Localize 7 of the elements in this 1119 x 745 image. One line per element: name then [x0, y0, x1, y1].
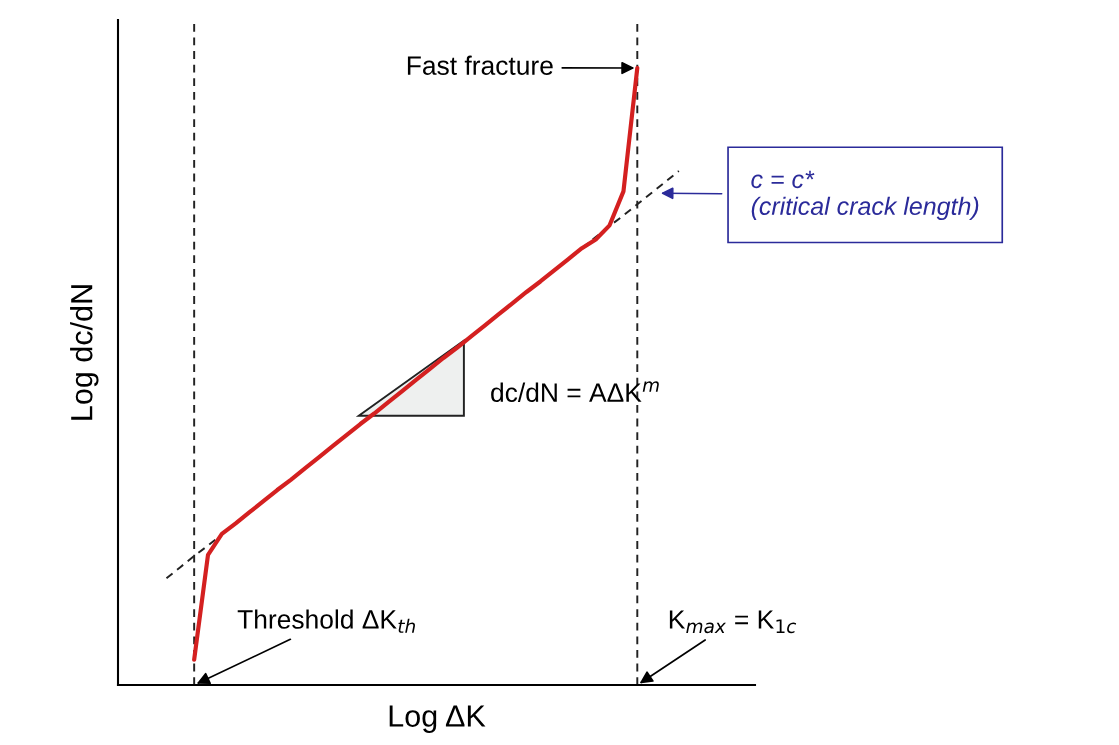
x-axis-title: Log ΔK: [389, 705, 486, 733]
annotation: c = c* (critical crack length): [751, 170, 979, 221]
annotation: Threshold ΔK$_{th}$: [237, 609, 415, 633]
annotation: K$_{max}$ = K$_{1c}$: [669, 610, 797, 634]
annotation: Fast fracture: [407, 55, 553, 75]
annotation: dc/dN = AΔK$^{m}$: [491, 381, 659, 403]
y-axis-title: Log dc/dN: [70, 285, 99, 420]
